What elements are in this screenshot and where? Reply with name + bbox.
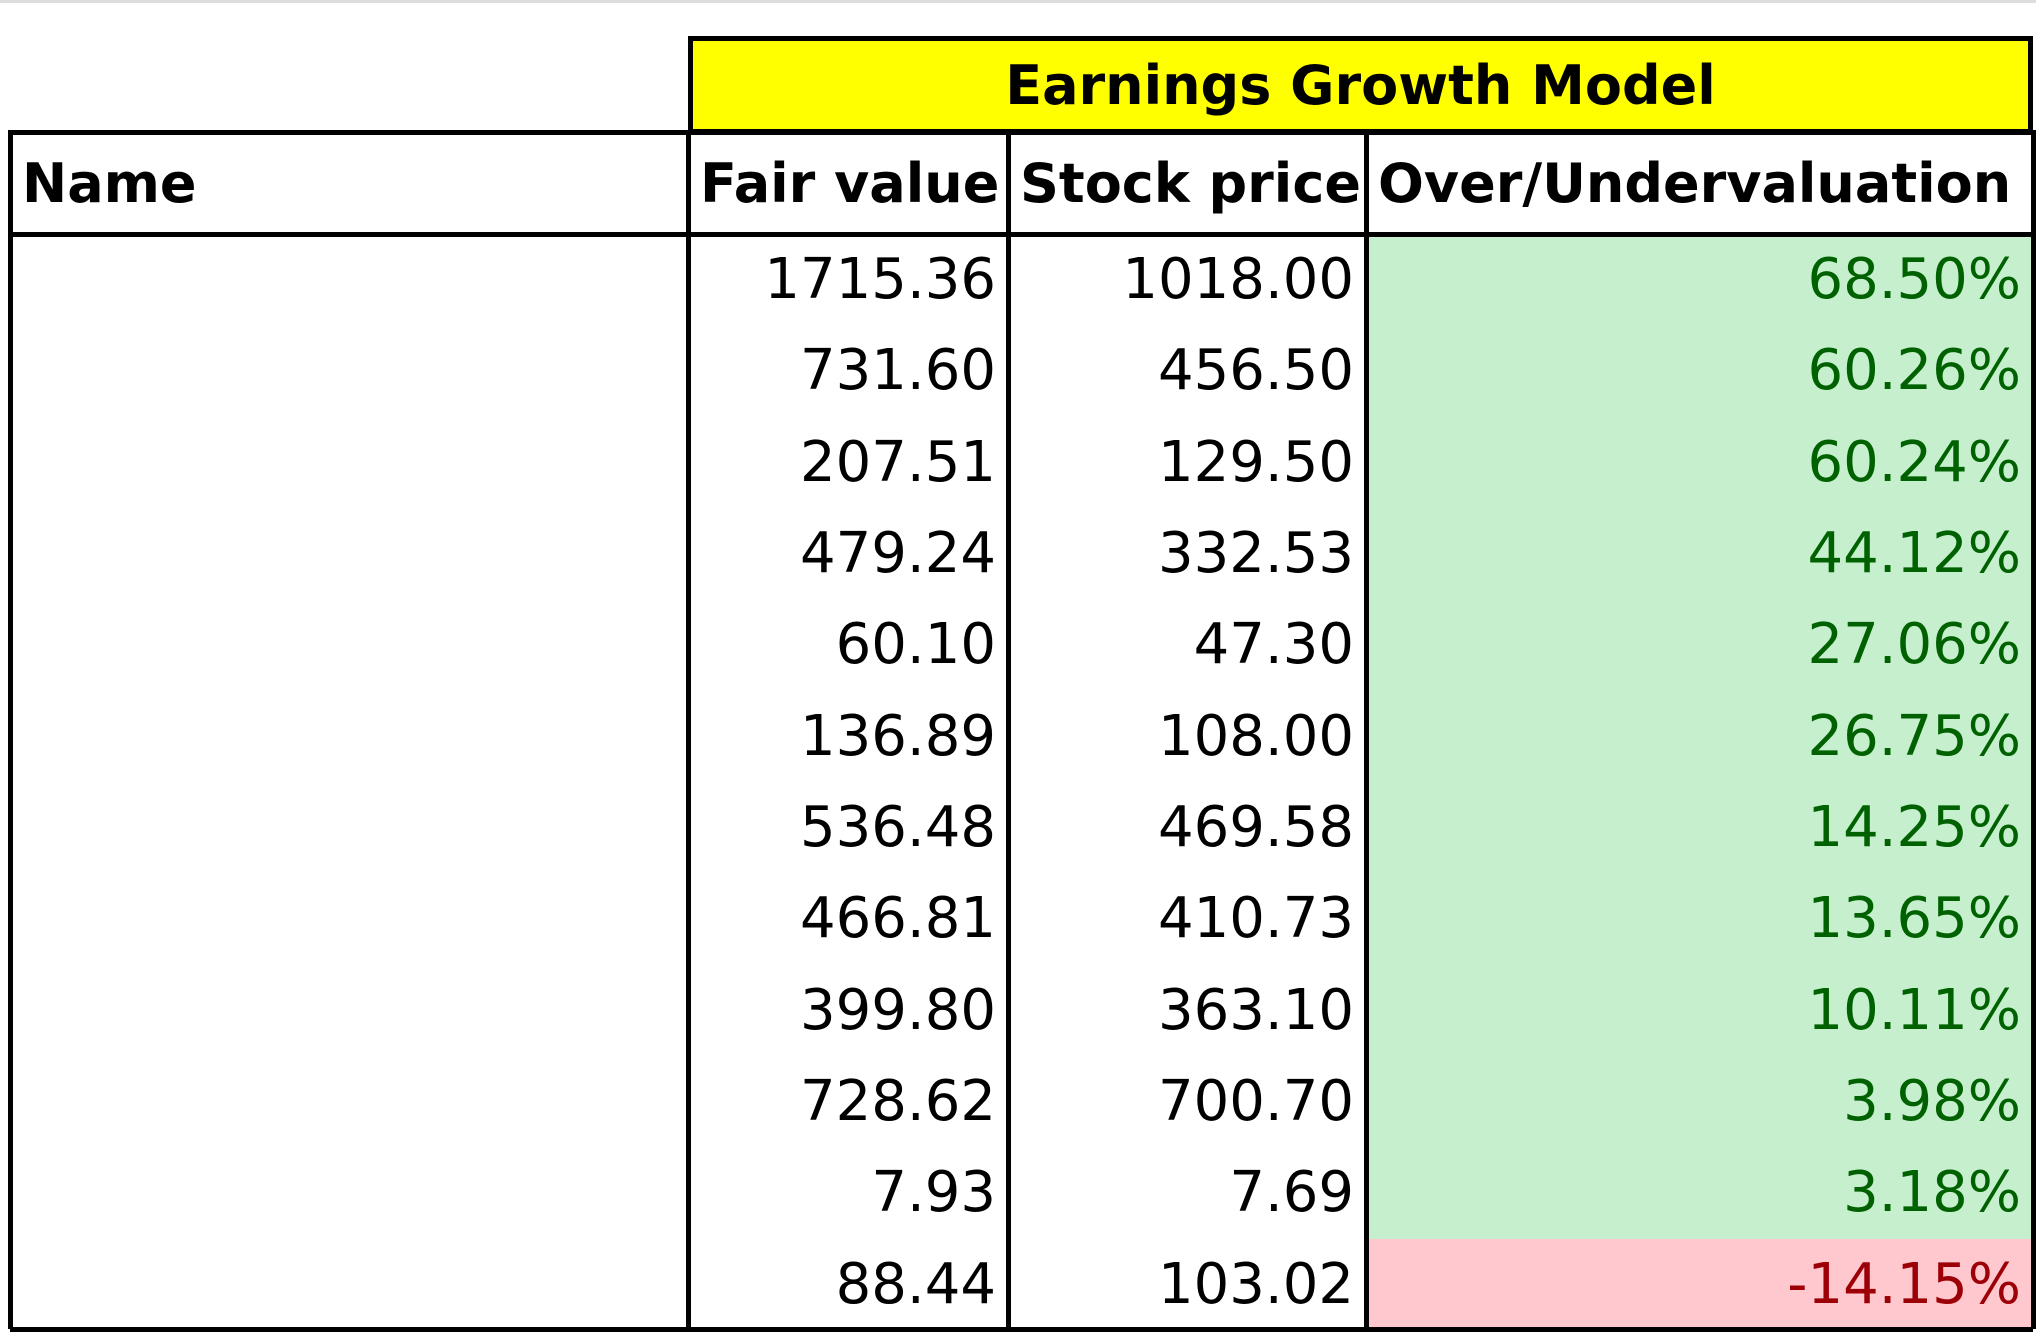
cell: 466.81 [800,886,996,952]
border [686,130,691,1329]
cell: 332.53 [1158,521,1354,587]
status-fill [1366,964,2033,1056]
border [2031,130,2036,1329]
status-fill [1366,325,2033,417]
cell: -14.15% [1787,1251,2021,1317]
cell: 399.80 [800,977,996,1043]
cell: 1715.36 [764,247,996,313]
cell: 207.51 [800,429,996,495]
cell: 700.70 [1158,1069,1354,1135]
border [1006,130,1011,1329]
cell: 47.30 [1193,612,1354,678]
column-header: Over/Undervaluation [1378,151,2012,215]
status-fill [1366,690,2033,782]
cell: 13.65% [1807,886,2021,952]
border [1364,130,1369,1329]
cell: 3.98% [1843,1069,2021,1135]
status-fill [1366,1056,2033,1148]
cell: 108.00 [1158,703,1354,769]
cell: 27.06% [1807,612,2021,678]
cell: 88.44 [835,1251,996,1317]
status-fill [1366,782,2033,874]
cell: 136.89 [800,703,996,769]
cell: 1018.00 [1122,247,1354,313]
cell: 44.12% [1807,521,2021,587]
cell: 60.24% [1807,429,2021,495]
cell: 129.50 [1158,429,1354,495]
status-fill [1366,508,2033,600]
cell: 3.18% [1843,1160,2021,1226]
status-fill [1366,1238,2033,1330]
table-title: Earnings Growth Model [688,36,2033,134]
cell: 536.48 [800,795,996,861]
top-edge [0,0,2036,3]
cell: 103.02 [1158,1251,1354,1317]
border [10,130,2033,135]
cell: 469.58 [1158,795,1354,861]
cell: 26.75% [1807,703,2021,769]
cell: 731.60 [800,338,996,404]
cell: 410.73 [1158,886,1354,952]
cell: 60.10 [835,612,996,678]
border [10,1327,2033,1332]
status-fill [1366,416,2033,508]
cell: 7.69 [1229,1160,1354,1226]
cell: 728.62 [800,1069,996,1135]
cell: 14.25% [1807,795,2021,861]
cell: 68.50% [1807,247,2021,313]
column-header: Fair value [700,151,1000,215]
cell: 10.11% [1807,977,2021,1043]
status-fill [1366,873,2033,965]
status-fill [1366,599,2033,691]
cell: 479.24 [800,521,996,587]
column-header: Stock price [1020,151,1361,215]
border [10,232,2033,237]
cell: 60.26% [1807,338,2021,404]
status-fill [1366,1147,2033,1239]
cell: 7.93 [871,1160,996,1226]
cell: 363.10 [1158,977,1354,1043]
cell: 456.50 [1158,338,1354,404]
border [8,130,13,1329]
column-header: Name [22,151,197,215]
status-fill [1366,234,2033,326]
